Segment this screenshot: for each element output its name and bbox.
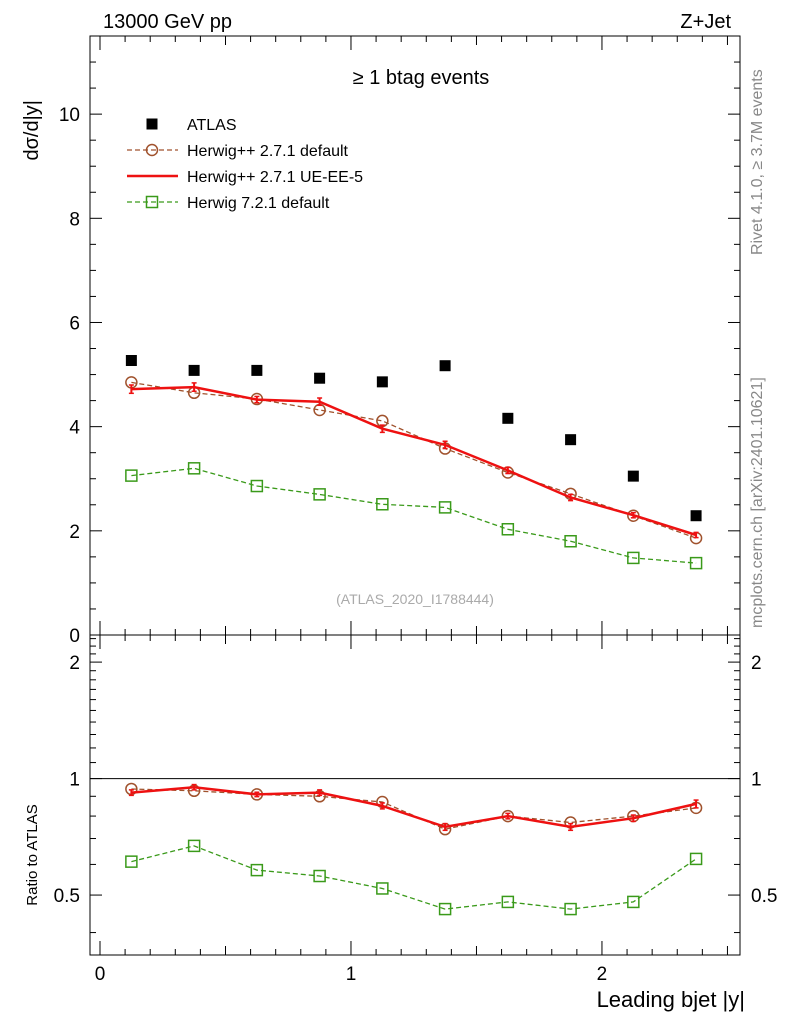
legend-label: Herwig 7.2.1 default [187, 195, 330, 212]
main-point [187, 462, 201, 475]
main-series-herwig-2-7-1-default [125, 376, 703, 545]
ratio-y-tick-label-right: 2 [751, 653, 762, 674]
main-point [565, 434, 577, 446]
ratio-point [627, 895, 640, 909]
main-y-axis-label: dσ/d|y| [21, 100, 43, 161]
ratio-y-tick-label-right: 0.5 [751, 886, 777, 907]
ratio-point [501, 895, 515, 909]
mcplots-reference-label: mcplots.cern.ch [arXiv:2401.10621] [749, 377, 766, 628]
ratio-panel: 0.5 0.5 1 1 2 2 0 1 2 Ratio to ATLAS [24, 634, 777, 985]
main-y-tick-label: 2 [69, 522, 80, 543]
ratio-line-herwig-2-7-1-default [131, 788, 697, 830]
main-point [125, 469, 138, 482]
ratio-y-axis-label: Ratio to ATLAS [24, 804, 41, 905]
main-y-tick-label: 4 [69, 418, 80, 439]
ratio-line-herwig-7-2-1-default [131, 845, 697, 910]
ratio-point [313, 869, 326, 883]
main-ticks: 0 2 4 6 8 10 [59, 36, 740, 647]
main-point [439, 360, 451, 372]
ratio-point [187, 839, 201, 853]
main-point [564, 534, 577, 548]
main-point [251, 364, 263, 376]
main-point [689, 556, 703, 570]
main-line-herwig-2-7-1-default [131, 381, 697, 539]
header-process-label: Z+Jet [680, 11, 731, 33]
ratio-y-tick-label: 1 [69, 770, 80, 791]
main-point [250, 479, 264, 493]
main-line-herwig-7-2-1-default [131, 467, 697, 564]
ratio-point [376, 882, 389, 895]
legend-marker [145, 143, 159, 157]
legend-entry-herwig-2-7-1-ue-ee-5: Herwig++ 2.7.1 UE-EE-5 [127, 169, 363, 186]
analysis-watermark: (ATLAS_2020_I1788444) [336, 591, 494, 607]
x-tick-label: 0 [95, 964, 106, 985]
x-tick-label: 2 [597, 964, 608, 985]
main-series-herwig-2-7-1-ue-ee-5 [128, 382, 699, 539]
ratio-series-herwig-2-7-1-ue-ee-5 [128, 783, 699, 832]
ratio-y-tick-label: 0.5 [54, 886, 80, 907]
rivet-version-label: Rivet 4.1.0, ≥ 3.7M events [749, 69, 766, 255]
main-y-tick-label: 8 [69, 209, 80, 230]
main-series [125, 355, 703, 570]
main-point [690, 510, 702, 522]
main-point [627, 551, 640, 565]
main-point [188, 364, 200, 376]
main-point [376, 498, 389, 511]
legend-marker [146, 118, 158, 130]
main-point [438, 501, 452, 514]
main-y-tick-label: 6 [69, 313, 80, 334]
main-point [314, 372, 326, 384]
x-axis-label: Leading bjet |y| [597, 987, 745, 1012]
header-energy-label: 13000 GeV pp [103, 11, 232, 33]
x-tick-label: 1 [346, 964, 357, 985]
main-series-atlas [125, 355, 702, 522]
main-point [313, 488, 326, 501]
ratio-y-tick-label: 2 [69, 653, 80, 674]
main-point [376, 376, 388, 388]
main-line-herwig-2-7-1-ue-ee-5 [131, 385, 697, 537]
ratio-series [125, 782, 703, 916]
ratio-series-herwig-2-7-1-default [125, 782, 703, 836]
ratio-frame [89, 634, 741, 956]
ratio-point [564, 902, 577, 916]
main-point [502, 412, 514, 424]
ratio-ticks: 0.5 0.5 1 1 2 2 0 1 2 [54, 635, 777, 985]
legend-label: ATLAS [187, 117, 237, 134]
legend: ATLAS Herwig++ 2.7.1 default Herwig++ 2.7.… [127, 117, 363, 212]
legend-marker [145, 195, 159, 209]
main-series-herwig-7-2-1-default [125, 462, 703, 570]
ratio-y-tick-label-right: 1 [751, 770, 762, 791]
legend-label: Herwig++ 2.7.1 UE-EE-5 [187, 169, 363, 186]
main-subtitle: ≥ 1 btag events [353, 67, 490, 89]
ratio-series-herwig-7-2-1-default [125, 839, 703, 916]
main-point [627, 470, 639, 482]
main-point [125, 355, 137, 367]
ratio-line-herwig-2-7-1-ue-ee-5 [131, 785, 697, 829]
ratio-point [125, 855, 138, 868]
legend-entry-herwig-2-7-1-default: Herwig++ 2.7.1 default [127, 143, 349, 160]
legend-entry-atlas: ATLAS [146, 117, 237, 134]
ratio-point [438, 902, 452, 916]
legend-entry-herwig-7-2-1-default: Herwig 7.2.1 default [127, 195, 330, 212]
legend-label: Herwig++ 2.7.1 default [187, 143, 349, 160]
ratio-point [250, 863, 264, 877]
main-y-tick-label: 10 [59, 105, 80, 126]
ratio-point [689, 852, 703, 866]
main-point [501, 523, 515, 536]
main-panel: 0 2 4 6 8 10 ≥ 1 btag events dσ/d|y| (ATLAS_2… [21, 35, 741, 647]
main-y-tick-label: 0 [69, 626, 80, 647]
